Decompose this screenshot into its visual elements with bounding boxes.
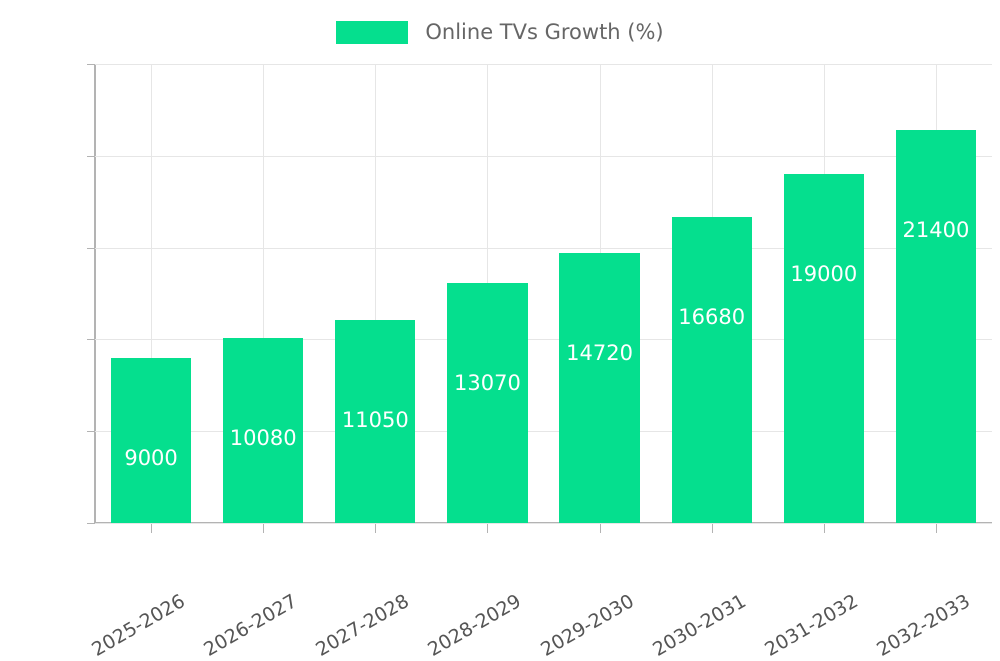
x-axis-tick-label-text: 2032-2033 xyxy=(873,590,974,661)
gridline-horizontal xyxy=(95,64,992,65)
gridline-horizontal xyxy=(95,155,992,157)
x-axis-tick-mark xyxy=(375,524,376,533)
x-axis-tick-label: 2028-2029 xyxy=(425,540,614,661)
x-axis-tick-label: 2030-2031 xyxy=(649,540,839,661)
x-axis-tick-label-text: 2026-2027 xyxy=(200,590,302,661)
x-axis-tick-mark xyxy=(600,524,601,533)
chart-legend: Online TVs Growth (%) xyxy=(0,14,1000,50)
x-axis-tick-label-text: 2027-2028 xyxy=(312,590,414,661)
x-axis-tick-mark xyxy=(824,524,825,533)
y-axis-tick-mark xyxy=(87,247,94,249)
x-axis-tick-label: 2029-2030 xyxy=(537,540,726,661)
legend-label: Online TVs Growth (%) xyxy=(425,19,664,44)
gridline-vertical xyxy=(375,64,376,523)
gridline-horizontal xyxy=(95,339,992,341)
x-axis-tick-label-text: 2029-2030 xyxy=(536,590,638,661)
x-axis-tick-label-text: 2028-2029 xyxy=(424,590,526,661)
gridline-horizontal xyxy=(95,247,992,249)
bar-value-label: 9000 xyxy=(124,445,178,470)
bar xyxy=(559,252,640,523)
x-axis-tick-label-text: 2025-2026 xyxy=(88,590,189,661)
y-axis-tick-mark xyxy=(87,339,94,341)
gridline-horizontal xyxy=(95,431,992,433)
bar xyxy=(895,130,976,523)
bar-value-label: 13070 xyxy=(454,371,521,396)
x-axis-tick-label: 2032-2033 xyxy=(873,540,1000,661)
x-axis-tick-label: 2031-2032 xyxy=(761,540,951,661)
x-axis-tick-mark xyxy=(712,524,713,533)
gridline-vertical xyxy=(263,64,264,523)
gridline-vertical xyxy=(151,64,152,523)
bar xyxy=(110,357,192,523)
bar-value-label: 14720 xyxy=(566,340,633,365)
y-axis-spine xyxy=(94,64,96,524)
x-axis-tick-mark xyxy=(151,524,152,533)
legend-color-swatch xyxy=(336,20,409,44)
x-axis-tick-mark xyxy=(487,524,488,533)
bar-chart: Online TVs Growth (%) 9000 10080 11050 1307… xyxy=(0,14,1000,661)
x-axis-tick-mark xyxy=(936,524,937,533)
y-axis-tick-mark xyxy=(87,431,94,433)
bar xyxy=(223,337,304,523)
bar xyxy=(783,174,864,523)
y-axis-tick-mark xyxy=(87,523,94,524)
x-axis-tick-label-text: 2030-2031 xyxy=(648,590,750,661)
bar-value-label: 16680 xyxy=(678,304,746,329)
bar-value-label: 11050 xyxy=(341,408,409,433)
bar-value-label: 10080 xyxy=(229,425,297,450)
x-axis-tick-label: 2025-2026 xyxy=(88,540,278,661)
plot-area: 9000 10080 11050 13070 14720 16680 19000 21400 xyxy=(95,64,992,524)
bar-value-label: 21400 xyxy=(902,218,970,243)
x-axis-tick-label: 2026-2027 xyxy=(200,540,390,661)
y-axis-tick-mark xyxy=(87,155,94,157)
x-axis-tick-label-text: 2031-2032 xyxy=(760,590,862,661)
gridline-horizontal xyxy=(95,523,992,524)
bar-value-label: 19000 xyxy=(790,262,858,287)
bar xyxy=(671,216,752,523)
x-axis-tick-label: 2027-2028 xyxy=(312,540,502,661)
bar xyxy=(335,320,416,523)
y-axis-tick-mark xyxy=(87,64,94,65)
bar xyxy=(447,283,528,523)
x-axis-tick-mark xyxy=(263,524,264,533)
